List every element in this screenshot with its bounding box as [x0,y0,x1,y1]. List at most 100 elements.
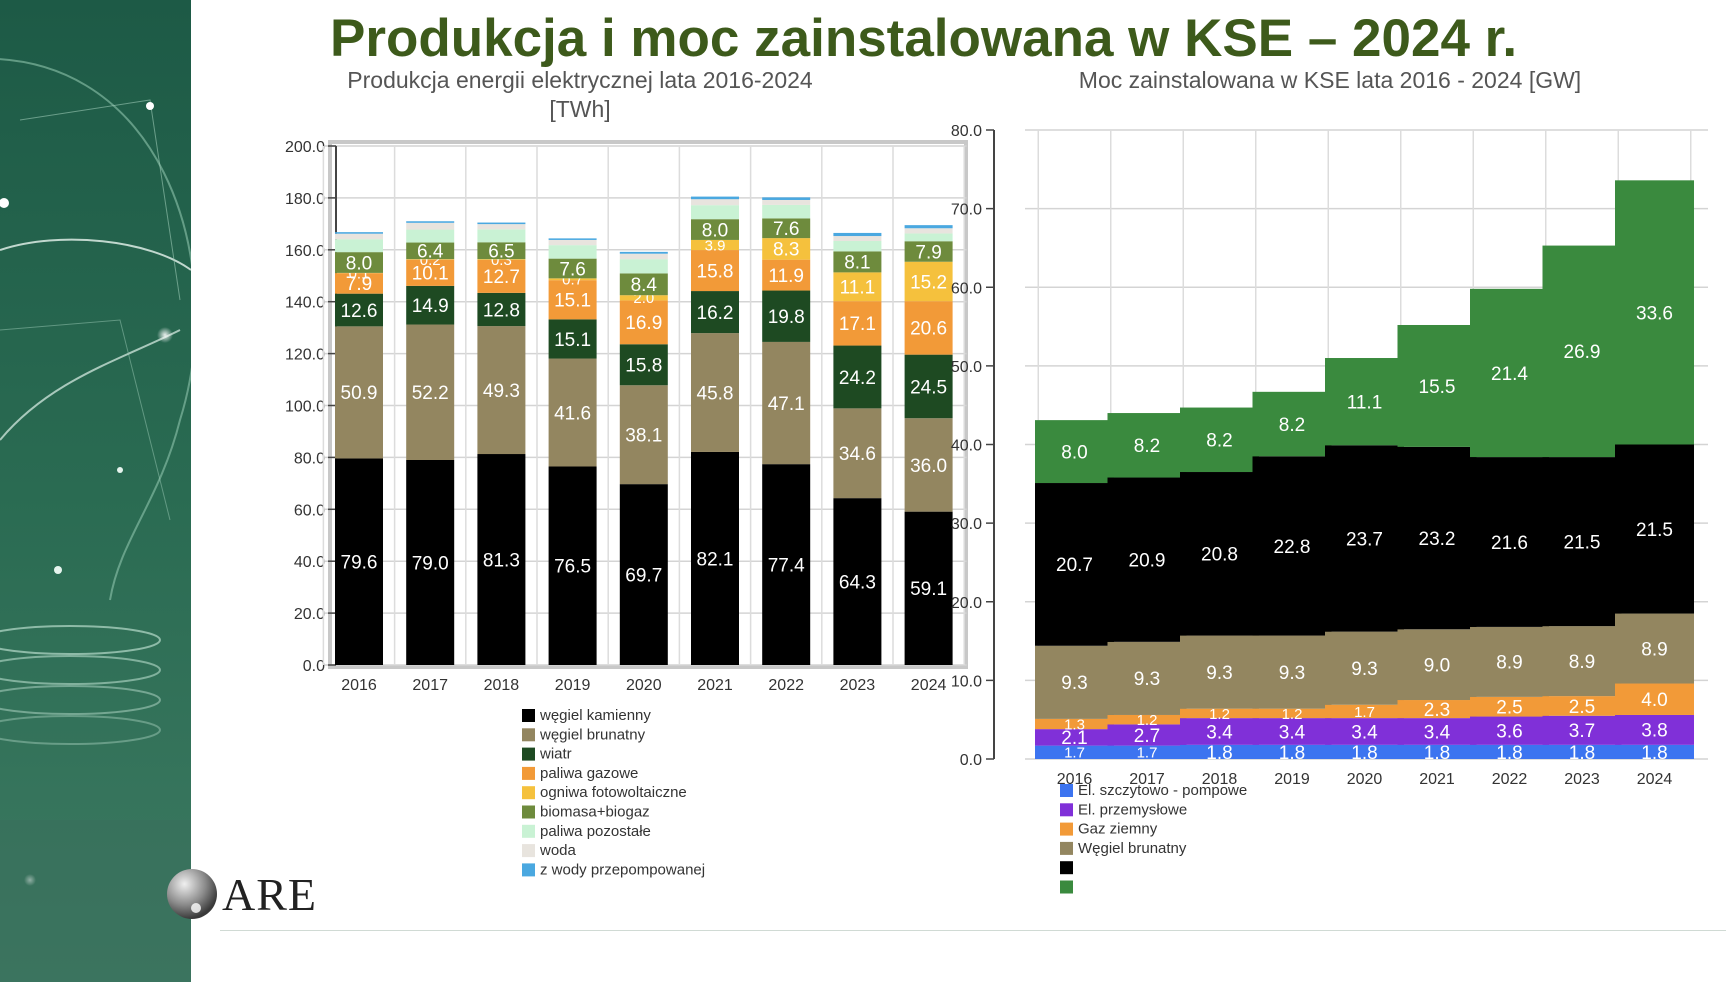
bar-segment [1542,715,1622,745]
bar-segment [1252,708,1332,719]
chart-production: 0.0 20.0 40.0 60.0 80.0 100.0 120.0 140.0 160.0 1… [285,139,968,878]
data-label: 1.8 [1569,743,1595,764]
bar-segment [833,498,882,665]
data-label: 8.9 [1569,652,1595,673]
data-label: 1.8 [1279,743,1305,764]
left-chart-title-line-1: Produkcja energii elektrycznej lata 2016… [347,67,813,93]
x-tick-label: 2024 [911,677,947,694]
footer-divider [220,930,1726,931]
bar-segment [904,418,953,512]
bar-segment [691,333,739,452]
data-label: 8.2 [1279,415,1305,436]
bar-segment [904,354,953,419]
y-tick-label: 200.0 [285,139,325,156]
data-label: 15.5 [1419,377,1456,398]
data-label: 1.7 [1354,704,1375,721]
bar-segment [477,222,526,225]
data-label: 15.8 [625,356,662,377]
bar-segment [1180,407,1259,473]
bar-segment [477,259,526,260]
legend-swatch [522,824,535,838]
data-label: 24.2 [839,368,876,389]
data-label: 8.0 [1061,442,1087,463]
data-label: 2.1 [1061,728,1087,749]
x-tick-label: 2019 [1274,771,1310,788]
data-label: 19.8 [768,307,805,328]
data-label: 3.7 [1569,721,1595,742]
bar-segment [904,511,953,665]
data-label: 2.5 [1569,697,1595,718]
bar-segment [548,239,597,246]
x-tick-label: 2016 [1057,771,1093,788]
left-chart-title-line-2: [TWh] [549,96,611,122]
data-label: 2.5 [1496,698,1522,719]
data-label: 77.4 [768,555,805,576]
legend: węgiel kamienny węgiel brunatny wiatr paliw… [522,707,705,878]
bar-segment [1180,708,1259,719]
x-tick-label: 2018 [484,677,520,694]
bar-segment [1542,457,1622,627]
y-tick-label: 80.0 [951,123,982,140]
bar-segment [1035,420,1114,484]
data-label: 8.9 [1496,653,1522,674]
data-label: 7.9 [915,242,941,263]
bar-segment [1180,744,1259,759]
data-label: 7.9 [346,274,372,295]
bar-segment [619,251,668,254]
bar-segment [1615,180,1694,445]
are-logo-text: ARE [222,869,317,920]
bar-segment [548,238,597,240]
right-chart-title: Moc zainstalowana w KSE lata 2016 - 2024… [1078,67,1582,93]
legend-swatch [1060,822,1073,836]
x-tick-label: 2020 [626,677,662,694]
bar-segment [335,458,383,665]
y-tick-label: 0.0 [303,658,325,675]
y-tick-label: 80.0 [294,450,325,467]
bar-segment [1035,483,1114,646]
legend-label: Gaz ziemny [1078,821,1158,838]
x-tick-label: 2020 [1347,771,1383,788]
bar-segment [1252,718,1332,745]
legend-swatch [522,709,535,722]
bar-segment [1107,745,1187,759]
data-label: 15.8 [697,261,734,282]
legend-swatch [1060,880,1073,894]
data-label: 8.0 [346,253,372,274]
bar-segment [1615,613,1694,684]
bar-segment [1035,645,1114,719]
data-label: 3.9 [705,237,726,254]
bar-segment [406,222,455,230]
bar-segment [833,236,882,241]
bar-segment [1542,626,1622,697]
bar-segment [904,241,953,262]
legend-swatch [1060,784,1073,797]
bar-segment [1470,744,1549,759]
x-tick-label: 2019 [555,677,591,694]
legend-swatch [522,805,535,819]
legend-label: ogniwa fotowoltaiczne [540,784,687,801]
y-tick-label: 160.0 [285,243,325,260]
legend-swatch [522,786,535,800]
bar-segment [1470,288,1549,458]
data-label: 15.2 [910,272,947,293]
bar-segment [1107,413,1187,478]
data-label: 20.6 [910,319,947,340]
data-label: 8.0 [702,220,728,241]
data-label: 8.4 [631,275,658,296]
bar-segment [1325,718,1404,745]
x-tick-label: 2017 [412,677,448,694]
bar-segment [1397,324,1477,447]
y-tick-label: 120.0 [285,347,325,364]
data-label: 81.3 [483,550,520,571]
bar-segment [1252,391,1332,457]
data-label: 20.8 [1201,545,1238,566]
bar-segment [833,408,882,499]
data-label: 11.9 [768,266,804,287]
data-label: 49.3 [483,381,520,402]
bar-segment [833,232,882,237]
data-label: 38.1 [625,426,662,447]
data-label: 9.3 [1206,663,1232,684]
data-label: 9.3 [1061,673,1087,694]
bar-segment [1107,641,1187,715]
bar-segment [1325,631,1404,705]
